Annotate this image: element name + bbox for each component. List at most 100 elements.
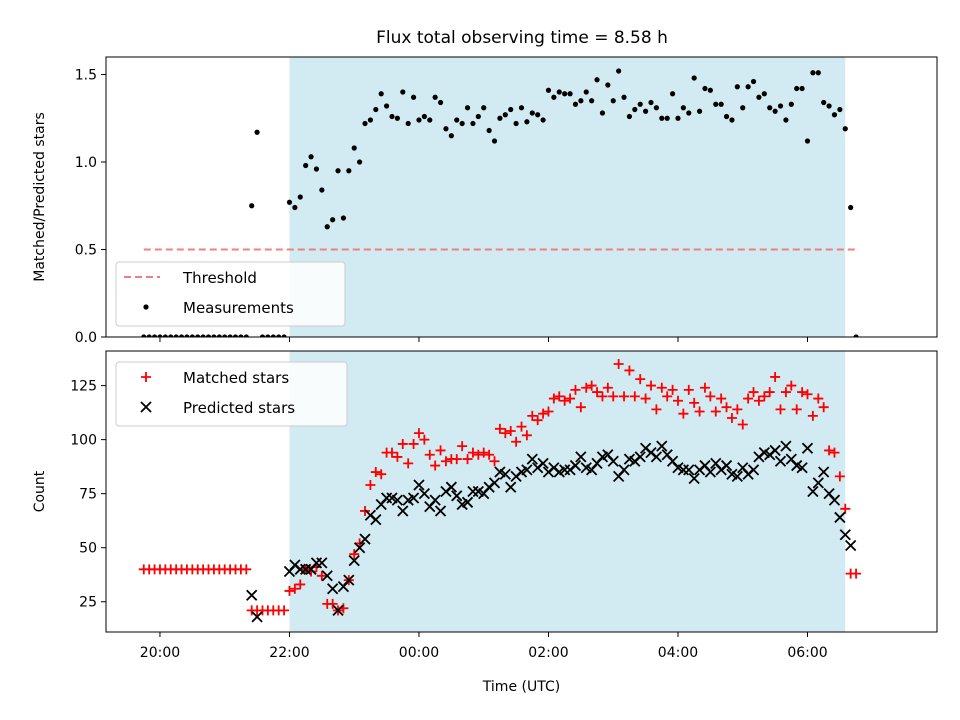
matched-star-point: [851, 568, 862, 579]
predicted-star-point: [413, 479, 425, 491]
matched-star-point: [527, 410, 538, 421]
measurement-point: [718, 101, 724, 107]
predicted-star-point: [618, 464, 630, 476]
predicted-star-point: [839, 529, 851, 541]
measurement-point: [146, 334, 152, 337]
measurement-point: [788, 101, 794, 107]
measurement-point: [238, 334, 244, 337]
predicted-star-point: [246, 589, 258, 601]
measurement-point: [405, 120, 411, 127]
matched-star-point: [770, 371, 781, 382]
matched-star-point: [413, 428, 424, 439]
measurement-point: [750, 78, 757, 85]
matched-star-point: [478, 447, 489, 458]
matched-star-point: [327, 598, 338, 609]
predicted-star-point: [353, 542, 366, 554]
measurement-point: [783, 117, 789, 123]
measurement-point: [416, 117, 422, 123]
legend-label: Threshold: [182, 269, 257, 287]
y-tick-label: 0.0: [75, 330, 97, 346]
matched-star-point: [424, 449, 435, 460]
ratio-panel: 0.0 0.5 1.0 1.5 Matched/Predicted stars Thres…: [32, 56, 938, 346]
x-tick-label: 20:00: [140, 645, 180, 661]
measurement-point: [578, 98, 584, 104]
measurement-point: [551, 94, 557, 100]
measurement-point: [826, 103, 832, 109]
measurement-point: [632, 106, 638, 113]
measurement-point: [734, 84, 740, 90]
measurement-point: [157, 334, 163, 337]
predicted-star-point: [812, 477, 824, 489]
measurement-point: [324, 224, 330, 230]
predicted-star-point: [537, 457, 549, 470]
matched-star-point: [316, 570, 327, 581]
matched-star-point: [511, 436, 522, 447]
matched-star-point: [408, 438, 419, 449]
measurement-point: [815, 70, 821, 76]
matched-star-point: [284, 585, 295, 596]
predicted-star-point: [526, 453, 538, 465]
matched-star-point: [802, 389, 813, 400]
matched-star-point: [586, 380, 597, 391]
measurement-point: [804, 138, 811, 144]
matched-star-point: [780, 387, 791, 398]
matched-star-point: [392, 451, 403, 462]
legend-box: [115, 361, 348, 427]
measurement-point: [141, 334, 147, 337]
matched-star-point: [467, 447, 478, 458]
measurement-point: [831, 112, 838, 118]
matched-star-point: [629, 391, 640, 402]
predicted-star-point: [780, 440, 792, 452]
measurement-point: [723, 113, 730, 120]
measurement-point: [675, 115, 681, 121]
matched-star-point: [840, 503, 851, 514]
matched-star-point: [462, 454, 473, 465]
predicted-star-point: [634, 451, 646, 463]
measurement-point: [545, 87, 552, 93]
measurement-point: [686, 110, 692, 116]
legend-box: [115, 261, 346, 327]
matched-star-point: [386, 447, 397, 458]
measurement-point: [616, 68, 622, 74]
matched-star-point: [473, 449, 484, 460]
measurement-point: [400, 89, 406, 95]
matched-star-point: [764, 387, 775, 398]
measurement-point: [594, 77, 600, 83]
x-tick-label: 06:00: [787, 645, 827, 661]
measurement-point: [497, 115, 503, 121]
matched-star-point: [435, 445, 446, 456]
predicted-star-point: [656, 440, 668, 452]
measurement-point: [648, 99, 654, 106]
measurement-point: [173, 334, 179, 337]
matched-star-point: [279, 605, 290, 616]
count-panel: 25 50 75 100 125 20:00 22:00 00:00 02:00 04:00 06:…: [32, 350, 938, 695]
measurement-point: [448, 133, 454, 139]
measurement-point: [313, 166, 320, 172]
matched-star-point: [699, 382, 710, 393]
x-tick-label: 22:00: [269, 645, 309, 661]
matched-star-point: [694, 406, 705, 417]
y-tick-label: 1.5: [75, 68, 97, 84]
measurement-point: [669, 91, 676, 97]
matched-star-point: [791, 404, 802, 415]
predicted-star-point: [316, 557, 328, 569]
measurement-point: [308, 154, 314, 160]
measurement-point: [470, 120, 476, 127]
matched-star-point: [505, 425, 516, 436]
y-tick-label: 25: [79, 595, 97, 611]
measurement-point: [691, 75, 697, 81]
measurement-point: [621, 94, 627, 100]
matched-star-point: [484, 449, 495, 460]
observing-span: [289, 351, 846, 632]
measurement-point: [848, 204, 854, 211]
measurement-point: [351, 145, 357, 151]
matched-star-point: [813, 393, 824, 404]
predicted-star-point: [505, 481, 517, 493]
predicted-star-point: [521, 464, 533, 476]
matched-star-point: [440, 456, 451, 467]
predicted-star-point: [650, 451, 663, 463]
measurement-point: [643, 108, 649, 114]
predicted-star-point: [704, 466, 717, 478]
matched-star-point: [575, 402, 586, 413]
x-tick-label: 04:00: [658, 645, 698, 661]
